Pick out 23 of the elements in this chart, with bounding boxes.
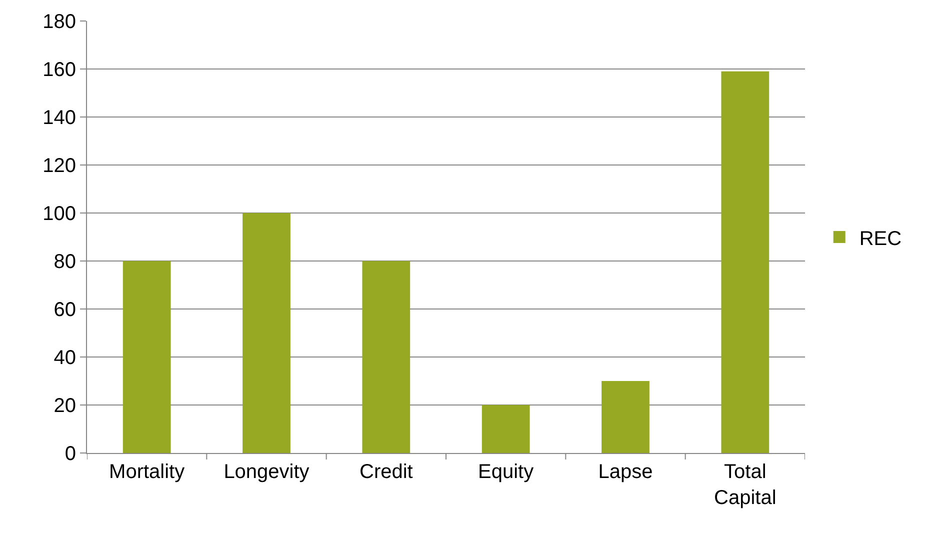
x-tick-label: Equity: [478, 461, 534, 483]
bar: [122, 261, 171, 453]
y-tick-label: 140: [42, 107, 76, 129]
y-tick-label: 180: [42, 11, 76, 33]
bar: [362, 261, 410, 453]
bar: [602, 381, 650, 453]
y-tick-label: 60: [54, 299, 76, 321]
x-tick-label: Credit: [359, 461, 414, 483]
bar: [242, 213, 290, 453]
bar: [482, 405, 530, 453]
x-tick-label: Total Capital: [714, 461, 776, 509]
y-tick-label: 40: [54, 347, 76, 369]
y-tick-label: 0: [64, 443, 76, 465]
x-tick-label: Lapse: [598, 461, 653, 483]
legend-label: REC: [859, 228, 902, 250]
y-tick-label: 100: [42, 203, 76, 225]
bar: [721, 71, 770, 453]
x-tick-label: Longevity: [224, 461, 310, 483]
x-tick-label: Mortality: [109, 461, 185, 483]
y-tick-label: 80: [54, 251, 76, 273]
y-tick-label: 160: [42, 59, 76, 81]
y-tick-label: 120: [42, 155, 76, 177]
y-tick-label: 20: [54, 395, 76, 417]
